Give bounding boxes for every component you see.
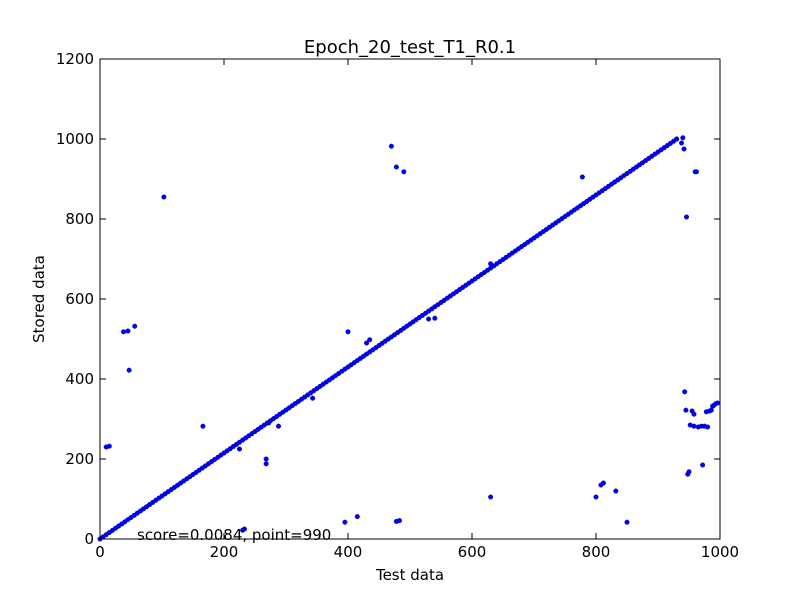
score-annotation: score=0.0084, point=990 (137, 526, 331, 544)
outlier-point (681, 146, 687, 152)
outlier-point (396, 518, 402, 524)
outlier-point (674, 136, 680, 142)
outlier-point (388, 143, 394, 149)
outlier-point (393, 164, 399, 170)
outlier-point (125, 328, 131, 334)
outlier-point (579, 174, 585, 180)
outlier-point (241, 526, 247, 532)
y-tick-label: 1200 (56, 50, 94, 68)
outlier-point (126, 367, 132, 373)
outlier-point (266, 420, 272, 426)
y-tick-label: 400 (65, 370, 94, 388)
outlier-point (593, 494, 599, 500)
outlier-point (263, 461, 269, 467)
y-tick-label: 800 (65, 210, 94, 228)
outlier-point (488, 261, 494, 267)
outlier-point (263, 456, 269, 462)
chart-title: Epoch_20_test_T1_R0.1 (304, 37, 516, 58)
plot-area (100, 59, 720, 539)
outlier-point (691, 423, 697, 429)
outlier-point (624, 519, 630, 525)
y-tick-label: 1000 (56, 130, 94, 148)
x-tick-label: 1000 (701, 543, 739, 561)
outlier-point (161, 194, 167, 200)
outlier-point (426, 316, 432, 322)
outlier-point (488, 494, 494, 500)
outlier-point (354, 514, 360, 520)
x-tick-label: 600 (458, 543, 487, 561)
outlier-point (691, 411, 697, 417)
outlier-point (693, 169, 699, 175)
plot-frame (99, 58, 721, 540)
outlier-point (715, 400, 721, 406)
x-tick-label: 0 (95, 543, 105, 561)
outlier-point (613, 488, 619, 494)
outlier-point (132, 323, 138, 329)
outlier-point (276, 423, 282, 429)
outlier-point (683, 407, 689, 413)
outlier-point (106, 443, 112, 449)
outlier-point (342, 519, 348, 525)
outlier-point (200, 423, 206, 429)
y-tick-label: 0 (84, 530, 94, 548)
outlier-point (684, 214, 690, 220)
points-layer (97, 135, 721, 542)
outlier-point (700, 462, 706, 468)
outlier-point (401, 169, 407, 175)
x-tick-label: 400 (334, 543, 363, 561)
outlier-point (686, 469, 692, 475)
outlier-point (600, 480, 606, 486)
outlier-point (236, 446, 242, 452)
x-tick-label: 800 (582, 543, 611, 561)
y-axis-label: Stored data (30, 255, 48, 343)
outlier-point (705, 424, 711, 430)
x-tick-label: 200 (210, 543, 239, 561)
ticks-layer: 0 200 400 600 800 1000 0 200 400 600 800 1000 1200 (56, 50, 739, 561)
outlier-point (680, 135, 686, 141)
x-axis-label: Test data (375, 566, 444, 584)
outlier-point (367, 337, 373, 343)
outlier-point (345, 329, 351, 335)
outlier-point (432, 315, 438, 321)
outlier-point (121, 329, 127, 335)
outlier-point (682, 389, 688, 395)
outlier-point (679, 140, 685, 146)
y-tick-label: 600 (65, 290, 94, 308)
outlier-point (310, 395, 316, 401)
y-tick-label: 200 (65, 450, 94, 468)
outlier-point (364, 340, 370, 346)
